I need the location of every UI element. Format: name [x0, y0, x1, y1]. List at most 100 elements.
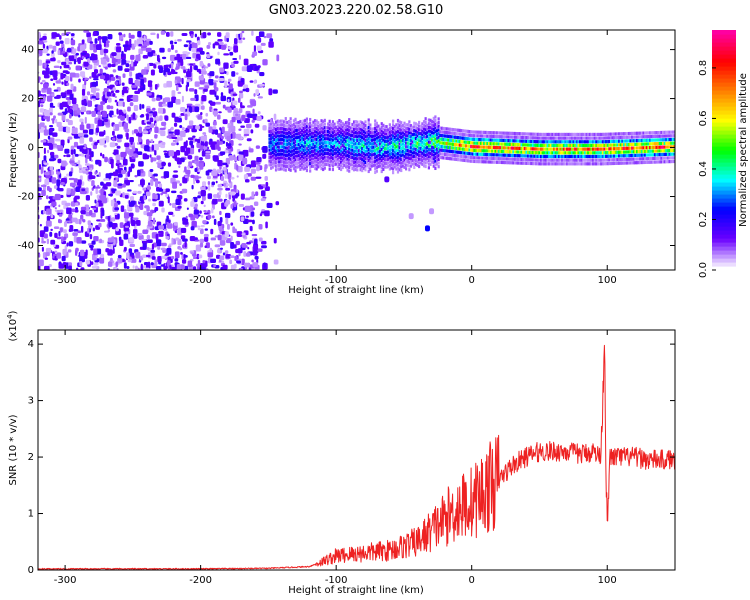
heatmap-cell — [238, 267, 244, 270]
heatmap-cell — [544, 162, 548, 166]
heatmap-cell — [361, 168, 364, 173]
heatmap-cell — [517, 132, 520, 136]
heatmap-cell — [349, 133, 352, 137]
heatmap-cell — [416, 163, 419, 167]
heatmap-cell — [403, 151, 406, 155]
heatmap-cell — [305, 150, 309, 154]
heatmap-cell — [509, 150, 512, 154]
heatmap-cell — [115, 190, 121, 196]
heatmap-cell — [279, 123, 282, 127]
heatmap-cell — [259, 213, 263, 217]
heatmap-cell — [427, 125, 430, 129]
heatmap-cell — [287, 153, 291, 157]
heatmap-cell — [359, 149, 362, 153]
heatmap-cell — [159, 115, 163, 121]
heatmap-cell — [369, 141, 372, 146]
heatmap-cell — [287, 127, 291, 131]
heatmap-cell — [98, 172, 101, 178]
heatmap-cell — [163, 176, 167, 179]
heatmap-cell — [554, 143, 557, 148]
heatmap-cell — [204, 85, 210, 89]
heatmap-cell — [250, 211, 255, 217]
heatmap-cell — [640, 149, 644, 154]
heatmap-cell — [322, 145, 325, 150]
heatmap-cell — [653, 160, 657, 164]
heatmap-cell — [479, 145, 483, 149]
heatmap-cell — [339, 149, 343, 153]
heatmap-cell — [595, 154, 598, 159]
heatmap-cell — [374, 163, 377, 167]
heatmap-cell — [142, 242, 147, 250]
heatmap-cell — [169, 202, 172, 206]
heatmap-cell — [429, 155, 432, 159]
heatmap-cell — [189, 140, 194, 146]
heatmap-cell — [116, 46, 122, 53]
heatmap-cell — [150, 32, 156, 36]
heatmap-cell — [38, 253, 41, 258]
heatmap-cell — [111, 114, 117, 118]
heatmap-cell — [310, 131, 313, 135]
heatmap-cell — [507, 146, 510, 150]
heatmap-cell — [117, 213, 120, 219]
heatmap-cell — [274, 142, 278, 146]
heatmap-cell — [611, 132, 614, 136]
heatmap-cell — [396, 137, 400, 141]
heatmap-cell — [330, 144, 333, 149]
heatmap-cell — [613, 139, 616, 143]
heatmap-cell — [300, 143, 304, 148]
heatmap-cell — [392, 152, 395, 156]
heatmap-cell — [187, 155, 193, 160]
heatmap-cell — [99, 238, 103, 244]
heatmap-cell — [216, 249, 221, 254]
heatmap-cell — [142, 55, 149, 59]
heatmap-cell — [235, 240, 241, 246]
heatmap-cell — [341, 140, 344, 144]
heatmap-cell — [416, 134, 419, 138]
heatmap-cell — [103, 144, 107, 148]
heatmap-cell — [492, 153, 496, 157]
heatmap-cell — [569, 151, 572, 155]
heatmap-cell — [364, 153, 367, 157]
heatmap-cell — [336, 153, 339, 158]
heatmap-cell — [207, 252, 214, 258]
heatmap-cell — [326, 137, 330, 141]
heatmap-cell — [191, 47, 197, 53]
heatmap-cell — [448, 146, 452, 150]
heatmap-cell — [121, 169, 126, 175]
heatmap-cell — [378, 149, 382, 153]
heatmap-cell — [225, 32, 230, 39]
heatmap-cell — [193, 209, 199, 215]
heatmap-cell — [49, 166, 54, 171]
heatmap-cell — [270, 166, 273, 170]
heatmap-cell — [460, 147, 463, 151]
heatmap-cell — [348, 147, 351, 151]
heatmap-cell — [416, 152, 419, 156]
heatmap-cell — [660, 156, 663, 160]
heatmap-cell — [365, 134, 369, 138]
heatmap-cell — [348, 129, 351, 133]
heatmap-cell — [61, 255, 66, 262]
heatmap-cell — [292, 141, 295, 145]
heatmap-cell — [554, 154, 557, 159]
heatmap-cell — [380, 147, 383, 152]
heatmap-cell — [655, 145, 658, 149]
heatmap-cell — [309, 165, 312, 169]
heatmap-cell — [564, 158, 567, 162]
heatmap-cell — [271, 143, 274, 147]
heatmap-cell — [287, 145, 291, 149]
heatmap-cell — [401, 138, 404, 142]
heatmap-cell — [82, 129, 88, 134]
heatmap-cell — [479, 156, 483, 160]
heatmap-cell — [236, 164, 239, 171]
heatmap-cell — [461, 154, 465, 159]
heatmap-cell — [414, 125, 417, 130]
heatmap-cell — [286, 150, 289, 154]
heatmap-cell — [470, 141, 473, 145]
heatmap-cell — [611, 161, 614, 166]
heatmap-cell — [463, 151, 466, 155]
heatmap-cell — [279, 148, 282, 153]
heatmap-cell — [302, 145, 305, 149]
heatmap-cell — [58, 213, 63, 217]
heatmap-cell — [165, 235, 170, 240]
heatmap-cell — [570, 132, 574, 137]
